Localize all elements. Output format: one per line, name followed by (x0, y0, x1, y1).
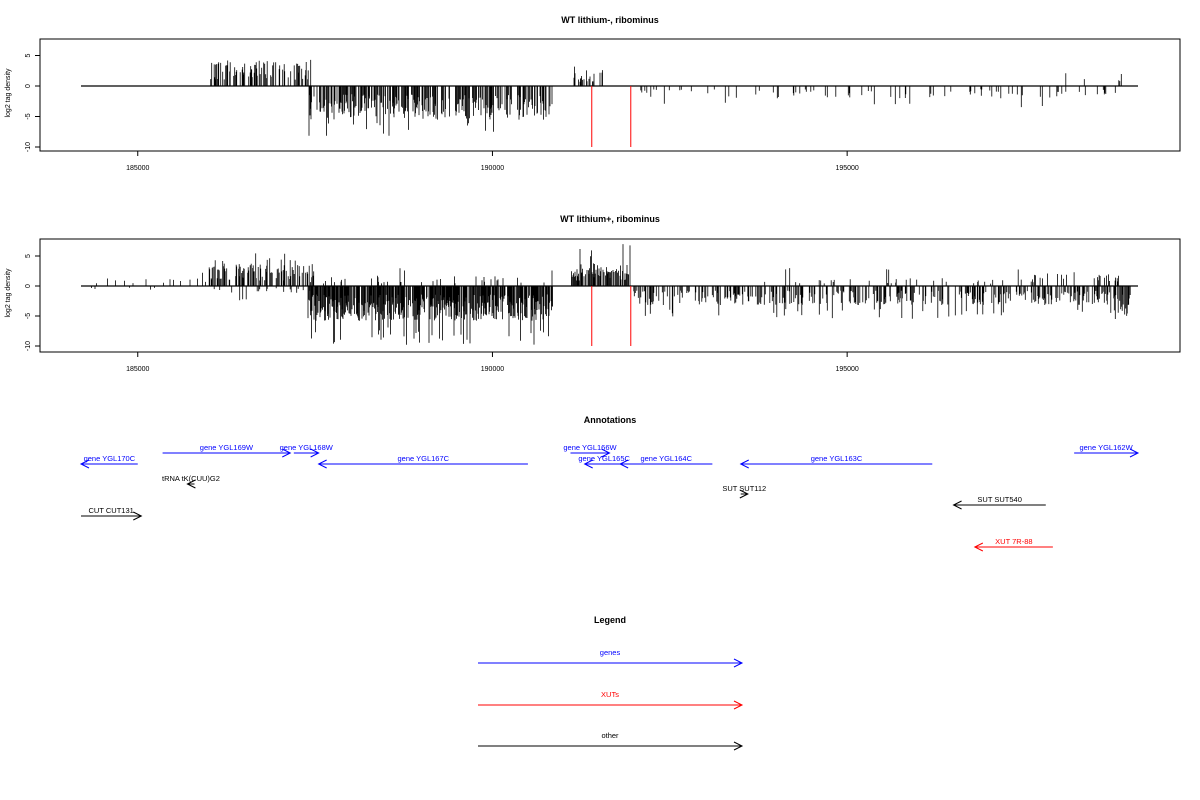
antisense-signal-bars (307, 286, 553, 345)
sense-signal-bars (310, 268, 553, 286)
y-axis-label: log2 tag density (5, 68, 12, 118)
antisense-signal-bars (213, 286, 313, 301)
x-tick-label: 195000 (835, 366, 858, 373)
antisense-signal-bars (1117, 286, 1131, 316)
feature-arrow: gene YGL166W (563, 443, 618, 458)
axes: 5 0 -5 -10 185000 190000 195000 (25, 254, 859, 373)
annotations-title: Annotations (584, 415, 637, 425)
sense-signal-bars (210, 59, 312, 86)
sense-signal-bars (96, 272, 206, 286)
legend-label: other (601, 731, 619, 740)
feature-arrow: gene YGL163C (739, 454, 933, 469)
antisense-signal-bars (91, 286, 155, 290)
sense-signal-bars (208, 253, 315, 286)
feature-arrow: gene YGL170C (79, 454, 138, 469)
feature-label: gene YGL163C (811, 454, 863, 463)
legend-label: genes (600, 648, 621, 657)
y-axis-label: log2 tag density (5, 268, 12, 318)
feature-arrow: gene YGL165C (578, 454, 631, 469)
feature-label: gene YGL164C (640, 454, 692, 463)
feature-label: CUT CUT131 (89, 506, 134, 515)
x-tick-label: 185000 (126, 366, 149, 373)
legend-items: genes XUTs other (478, 648, 744, 751)
annotation-features: gene YGL170C gene YGL169W gene YGL168W gene… (79, 443, 1140, 552)
feature-arrow: gene YGL162W (1074, 443, 1140, 458)
y-tick-label: -10 (25, 341, 32, 351)
feature-label: SUT SUT540 (977, 495, 1021, 504)
feature-label: gene YGL167C (397, 454, 449, 463)
y-tick-label: -5 (25, 313, 32, 319)
antisense-signal-bars (640, 86, 1116, 108)
feature-label: gene YGL168W (280, 443, 334, 452)
legend-item-other: other (478, 731, 744, 751)
y-tick-label: 5 (25, 254, 32, 258)
signal-bars (81, 244, 1138, 346)
feature-arrow: gene YGL169W (162, 443, 292, 458)
x-tick-label: 185000 (126, 165, 149, 172)
sense-signal-bars (571, 244, 631, 286)
feature-arrow: SUT SUT112 (722, 484, 766, 499)
sense-signal-bars (764, 268, 1118, 286)
signal-bars (81, 59, 1138, 147)
feature-arrow: SUT SUT540 (952, 495, 1046, 510)
signal-panel-lithium-plus: WT lithium+, ribominus log2 tag density … (5, 214, 1181, 373)
sense-signal-bars (573, 66, 603, 86)
panel-title: WT lithium-, ribominus (561, 15, 659, 25)
feature-label: tRNA tK(CUU)G2 (162, 474, 220, 483)
feature-label: gene YGL170C (84, 454, 136, 463)
feature-label: gene YGL162W (1079, 443, 1133, 452)
feature-arrow: gene YGL167C (317, 454, 528, 469)
x-tick-label: 195000 (835, 165, 858, 172)
y-tick-label: -5 (25, 113, 32, 119)
antisense-signal-bars (633, 286, 1117, 319)
panel-title: WT lithium+, ribominus (560, 214, 660, 224)
axes: 5 0 -5 -10 185000 190000 195000 (25, 53, 859, 172)
x-tick-label: 190000 (481, 366, 504, 373)
feature-label: SUT SUT112 (722, 484, 766, 493)
y-tick-label: -10 (25, 142, 32, 152)
legend-label: XUTs (601, 690, 619, 699)
feature-arrow: gene YGL164C (619, 454, 713, 469)
sense-signal-bars (1065, 73, 1122, 86)
feature-label: gene YGL166W (563, 443, 617, 452)
x-tick-label: 190000 (481, 165, 504, 172)
feature-arrow: tRNA tK(CUU)G2 (162, 474, 220, 489)
feature-label: gene YGL165C (578, 454, 630, 463)
feature-arrow: XUT 7R-88 (973, 537, 1053, 552)
sense-signal-bars (1032, 272, 1119, 286)
antisense-signal-bars (308, 86, 553, 136)
y-tick-label: 0 (25, 84, 32, 88)
signal-panel-lithium-minus: WT lithium-, ribominus log2 tag density … (5, 15, 1181, 172)
feature-arrow: CUT CUT131 (81, 506, 143, 521)
y-tick-label: 0 (25, 284, 32, 288)
legend-title: Legend (594, 615, 626, 625)
y-tick-label: 5 (25, 53, 32, 57)
legend-item-xut: XUTs (478, 690, 744, 710)
feature-label: gene YGL169W (200, 443, 254, 452)
legend-panel: Legend genes XUTs other (478, 615, 744, 751)
legend-item-gene: genes (478, 648, 744, 668)
feature-arrow: gene YGL168W (280, 443, 334, 458)
feature-label: XUT 7R-88 (995, 537, 1032, 546)
